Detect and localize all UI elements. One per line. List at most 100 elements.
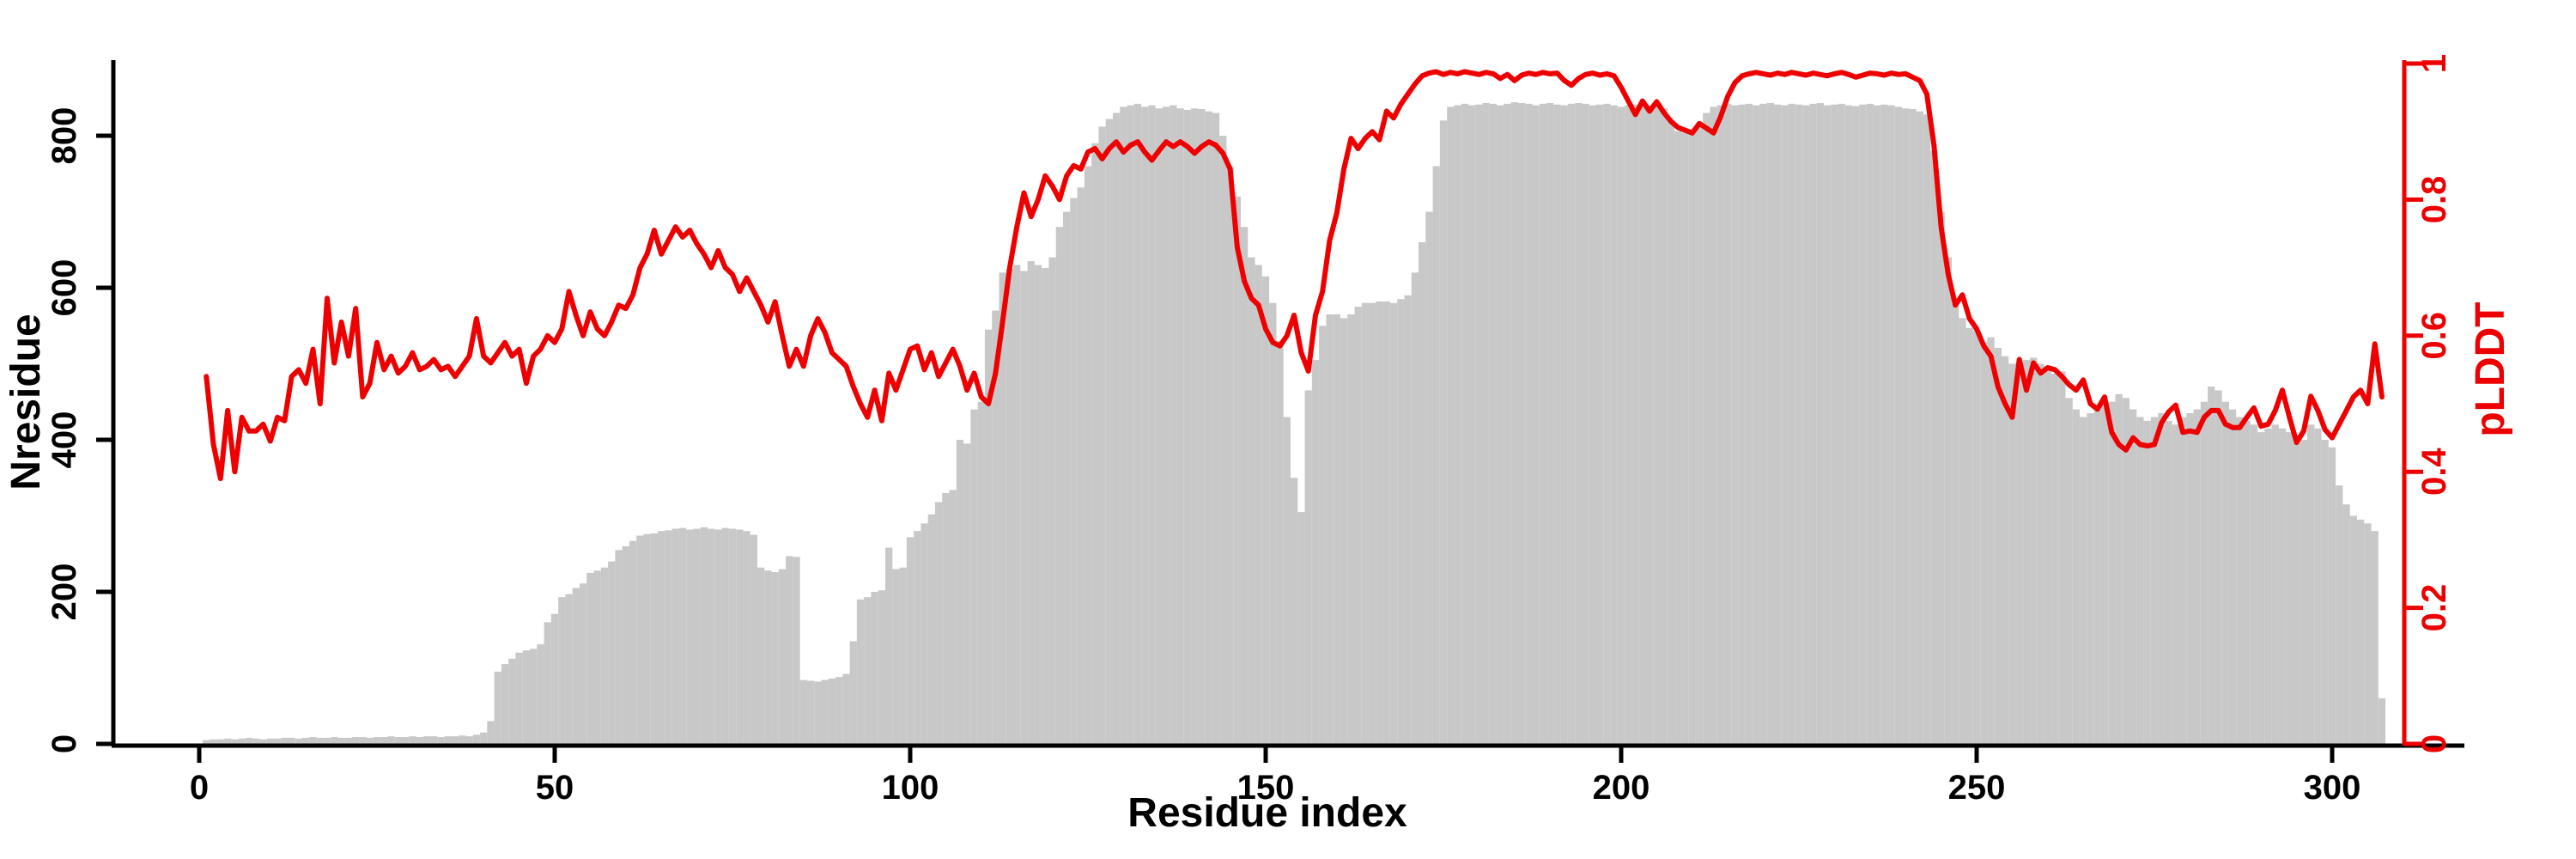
y-left-tick-label: 0 [46, 734, 83, 753]
nresidue-bar [1183, 109, 1192, 744]
nresidue-bar [394, 737, 402, 744]
nresidue-bar [302, 737, 310, 744]
nresidue-bar [295, 738, 303, 744]
nresidue-bar [1467, 105, 1476, 745]
nresidue-bar [1667, 120, 1675, 745]
nresidue-bar [1042, 267, 1049, 744]
nresidue-bar [1063, 211, 1071, 744]
nresidue-bar [579, 583, 587, 744]
nresidue-bar [1866, 103, 1874, 744]
nresidue-bar [2143, 420, 2151, 745]
nresidue-bar [2122, 398, 2130, 744]
nresidue-bar [1439, 120, 1448, 745]
nresidue-bar [1112, 113, 1121, 744]
nresidue-bar [2286, 432, 2293, 744]
nresidue-bar [1461, 103, 1468, 744]
nresidue-bar [1304, 390, 1312, 744]
nresidue-bar [1617, 107, 1625, 745]
y-right-tick-label: 0.2 [2415, 584, 2453, 632]
nresidue-bar [2022, 360, 2031, 744]
x-axis-title: Residue index [1127, 790, 1407, 836]
y-right-axis-title: pLDDT [2468, 302, 2513, 436]
nresidue-bar [743, 531, 750, 744]
nresidue-bar [1233, 196, 1242, 745]
nresidue-bar [331, 737, 338, 744]
nresidue-bar [708, 528, 715, 744]
nresidue-bar [1972, 330, 1981, 744]
nresidue-bar [1269, 302, 1277, 744]
nresidue-bar [1816, 102, 1824, 744]
nresidue-bar [842, 673, 850, 744]
nresidue-bar [1027, 261, 1035, 744]
nresidue-bar [1994, 347, 2002, 744]
nresidue-bar [615, 550, 623, 745]
nresidue-bar [1091, 143, 1099, 745]
y-left-axis-title: Nresidue [3, 314, 49, 490]
nresidue-bar [216, 739, 224, 744]
nresidue-bar [1795, 104, 1803, 745]
nresidue-bar [1873, 105, 1881, 745]
nresidue-bar [1674, 131, 1682, 744]
nresidue-bar [1937, 211, 1945, 744]
y-right-tick-label: 0 [2415, 734, 2453, 753]
nresidue-bar [1909, 109, 1917, 744]
nresidue-bar [1546, 102, 1554, 744]
nresidue-bar [444, 736, 452, 744]
nresidue-bar [821, 679, 829, 744]
nresidue-bar [288, 737, 295, 744]
x-tick-label: 50 [536, 769, 574, 807]
nresidue-bar [2221, 401, 2229, 744]
nresidue-bar [2115, 393, 2123, 744]
nresidue-bar [1489, 103, 1498, 744]
nresidue-bar [1745, 103, 1753, 744]
nresidue-bar [678, 527, 687, 744]
nresidue-bar [1724, 103, 1732, 744]
nresidue-bar [2250, 424, 2258, 744]
nresidue-bar [665, 530, 672, 745]
nresidue-bar [2264, 428, 2272, 744]
nresidue-bar [650, 533, 659, 745]
nresidue-bar [1894, 107, 1903, 745]
nresidue-bar [622, 545, 629, 744]
nresidue-bar [629, 540, 637, 744]
nresidue-bar [2030, 357, 2038, 744]
nresidue-bar [530, 649, 538, 745]
nresidue-bar [1887, 105, 1895, 745]
nresidue-bar [1681, 132, 1689, 744]
nresidue-bar [1326, 314, 1334, 744]
nresidue-bar [1170, 105, 1177, 745]
nresidue-bar [2243, 420, 2251, 745]
nresidue-bar [984, 329, 993, 744]
nresidue-bar [636, 535, 644, 744]
nresidue-bar [2008, 363, 2016, 744]
nresidue-bar [2321, 440, 2329, 744]
nresidue-bar [344, 737, 353, 744]
nresidue-bar [401, 737, 410, 744]
nresidue-bar [2193, 409, 2201, 744]
nresidue-bar [2200, 401, 2208, 744]
nresidue-bar [600, 567, 609, 744]
nresidue-bar [1987, 337, 1995, 744]
nresidue-bar [2044, 366, 2051, 744]
nresidue-bar [2364, 523, 2372, 744]
nresidue-bar [920, 523, 928, 744]
nresidue-bar [1774, 104, 1782, 745]
nresidue-bar [2087, 413, 2094, 744]
nresidue-bar [1120, 107, 1127, 745]
nresidue-bar [472, 734, 481, 744]
nresidue-bar [210, 739, 217, 744]
nresidue-bar [550, 613, 559, 744]
x-tick-label: 100 [882, 769, 939, 807]
nresidue-bar [977, 401, 985, 744]
nresidue-bar [849, 641, 857, 744]
nresidue-bar [686, 529, 694, 744]
nresidue-bar [643, 533, 651, 744]
nresidue-bar [999, 272, 1006, 744]
nresidue-bar [1788, 103, 1795, 744]
nresidue-bar [1447, 107, 1455, 745]
nresidue-bar [2050, 374, 2059, 744]
nresidue-bar [1005, 268, 1014, 745]
nresidue-bar [793, 557, 800, 744]
nresidue-bar [878, 590, 886, 744]
nresidue-bar [949, 490, 957, 744]
